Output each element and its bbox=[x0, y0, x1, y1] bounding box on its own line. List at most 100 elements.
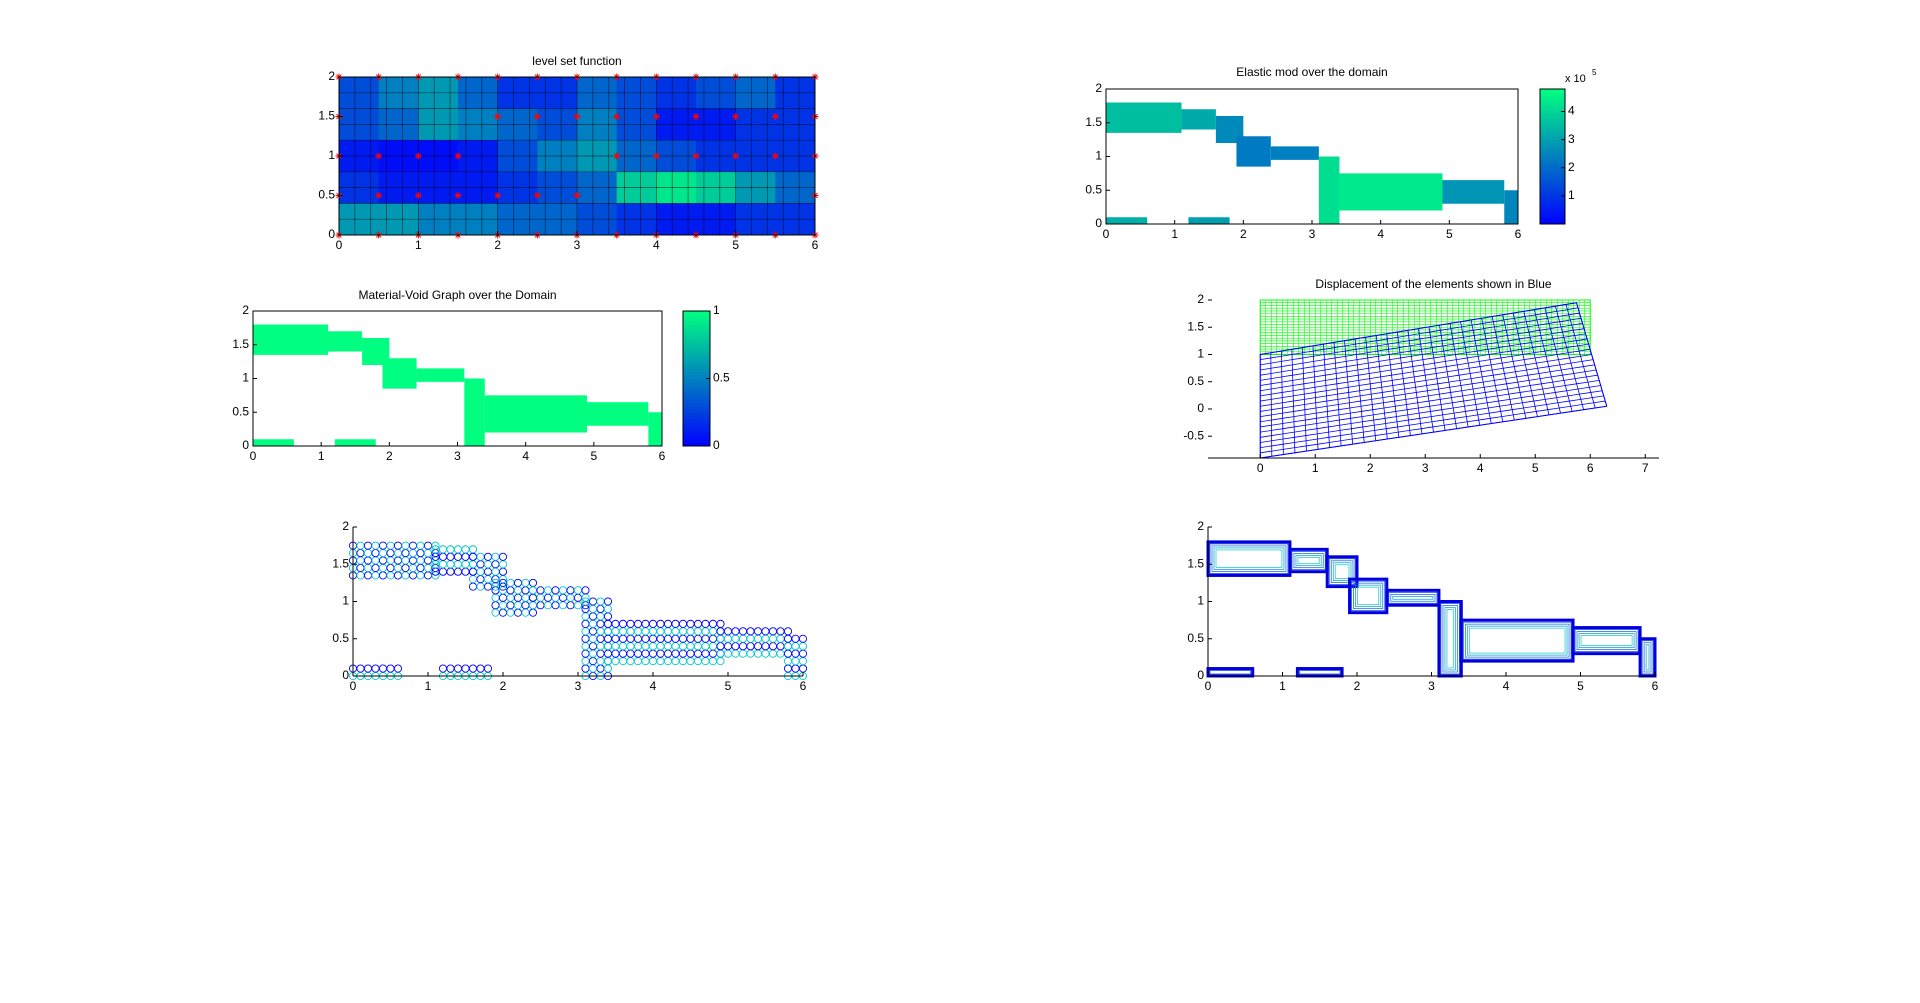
circle-marker bbox=[656, 649, 665, 658]
circle-marker bbox=[363, 549, 373, 558]
contour-line bbox=[1446, 609, 1454, 669]
circle-marker bbox=[641, 649, 650, 658]
mesh-line bbox=[1260, 400, 1606, 454]
contour-line bbox=[1328, 558, 1356, 585]
circle-marker bbox=[738, 634, 748, 643]
colorbar-stripe bbox=[1540, 112, 1565, 117]
circle-marker bbox=[678, 642, 688, 651]
x-tick-label: 0 bbox=[1257, 461, 1264, 475]
circle-marker bbox=[678, 649, 688, 658]
contour-line bbox=[1299, 670, 1341, 675]
circle-marker bbox=[453, 664, 463, 673]
circle-marker bbox=[393, 571, 403, 580]
subplot: 0 1 2 3 4 5 6 7 -0.5 0 0.5 1 1.5 2 Displacement of the… bbox=[1183, 277, 1659, 475]
circle-marker bbox=[656, 619, 665, 628]
circle-marker bbox=[663, 657, 673, 666]
circle-marker bbox=[491, 567, 500, 576]
circle-marker bbox=[498, 560, 508, 569]
circle-marker bbox=[551, 601, 560, 610]
x-tick-label: 0 bbox=[1205, 679, 1212, 693]
circle-marker bbox=[678, 657, 688, 666]
circle-marker bbox=[408, 549, 418, 558]
colorbar-stripe bbox=[683, 314, 710, 319]
colorbar-tick-label: 4 bbox=[1568, 104, 1575, 118]
circle-marker bbox=[566, 593, 575, 602]
subplot: 0 1 2 3 4 5 6 0 0.5 1 1.5 2 level set function bbox=[318, 54, 818, 252]
colorbar-stripe bbox=[1540, 197, 1565, 201]
circle-marker bbox=[506, 601, 515, 610]
circle-marker bbox=[528, 586, 538, 595]
circle-marker bbox=[686, 627, 695, 636]
colorbar-stripe bbox=[1540, 139, 1565, 144]
material-region bbox=[1106, 217, 1148, 224]
star-marker bbox=[732, 152, 740, 160]
circle-marker bbox=[776, 642, 785, 651]
circle-marker bbox=[363, 664, 373, 673]
circle-marker bbox=[491, 601, 500, 610]
y-tick-label: 1.5 bbox=[318, 109, 335, 123]
circle-marker bbox=[603, 657, 613, 666]
contour-line bbox=[1297, 556, 1320, 565]
colorbar-stripe bbox=[683, 371, 710, 376]
circle-marker bbox=[596, 642, 605, 651]
material-region bbox=[1504, 190, 1518, 224]
contour-line bbox=[1580, 635, 1633, 647]
circle-marker bbox=[378, 556, 388, 565]
circle-marker bbox=[513, 586, 523, 595]
circle-marker bbox=[386, 563, 395, 573]
colorbar-stripe bbox=[1540, 217, 1565, 222]
circle-marker bbox=[686, 649, 695, 658]
circle-marker bbox=[768, 649, 778, 658]
contour-line bbox=[1334, 564, 1350, 579]
circle-marker bbox=[513, 601, 523, 610]
contour-line bbox=[1466, 625, 1568, 656]
contour-line bbox=[1332, 562, 1352, 581]
material-region bbox=[1270, 146, 1319, 160]
circle-marker bbox=[596, 649, 605, 658]
colorbar-stripe bbox=[683, 368, 710, 373]
circle-marker bbox=[438, 552, 448, 561]
circle-marker bbox=[521, 593, 530, 602]
x-tick-label: 4 bbox=[522, 449, 529, 463]
star-marker bbox=[652, 113, 660, 120]
x-tick-label: 2 bbox=[500, 679, 507, 693]
colorbar-exponent: 5 bbox=[1592, 68, 1597, 77]
colorbar-stripe bbox=[1540, 136, 1565, 141]
contour-line bbox=[1444, 607, 1456, 671]
circle-marker bbox=[588, 627, 598, 636]
colorbar-stripe bbox=[683, 358, 710, 363]
circle-marker bbox=[783, 642, 793, 651]
colorbar-stripe bbox=[683, 395, 710, 400]
colorbar-stripe bbox=[683, 419, 710, 423]
circle-marker bbox=[371, 549, 380, 558]
colorbar-stripe bbox=[683, 378, 710, 383]
star-marker bbox=[454, 152, 462, 160]
contour-line bbox=[1442, 605, 1458, 673]
circle-marker bbox=[641, 657, 650, 666]
circle-marker bbox=[618, 627, 628, 636]
star-marker bbox=[533, 113, 541, 120]
circle-marker bbox=[693, 657, 703, 666]
circle-marker bbox=[798, 649, 808, 658]
colorbar-stripe bbox=[1540, 210, 1565, 215]
material-region bbox=[587, 402, 649, 426]
contour-line bbox=[1440, 603, 1460, 675]
colorbar-stripe bbox=[1540, 173, 1565, 178]
circle-marker bbox=[596, 657, 605, 666]
circle-marker bbox=[393, 664, 403, 673]
x-tick-label: 6 bbox=[1587, 461, 1594, 475]
material-region bbox=[416, 368, 465, 382]
colorbar-stripe bbox=[683, 327, 710, 332]
mesh-line bbox=[1260, 312, 1580, 366]
contour-line bbox=[1578, 633, 1635, 649]
circle-marker bbox=[581, 664, 590, 673]
circle-marker bbox=[746, 649, 755, 658]
colorbar-stripe bbox=[683, 385, 710, 390]
x-tick-label: 2 bbox=[1354, 679, 1361, 693]
circle-marker bbox=[446, 567, 455, 576]
circle-marker bbox=[776, 634, 785, 643]
circle-marker bbox=[648, 627, 658, 636]
circle-marker bbox=[416, 563, 425, 573]
circle-marker bbox=[543, 586, 553, 595]
x-tick-label: 0 bbox=[250, 449, 257, 463]
